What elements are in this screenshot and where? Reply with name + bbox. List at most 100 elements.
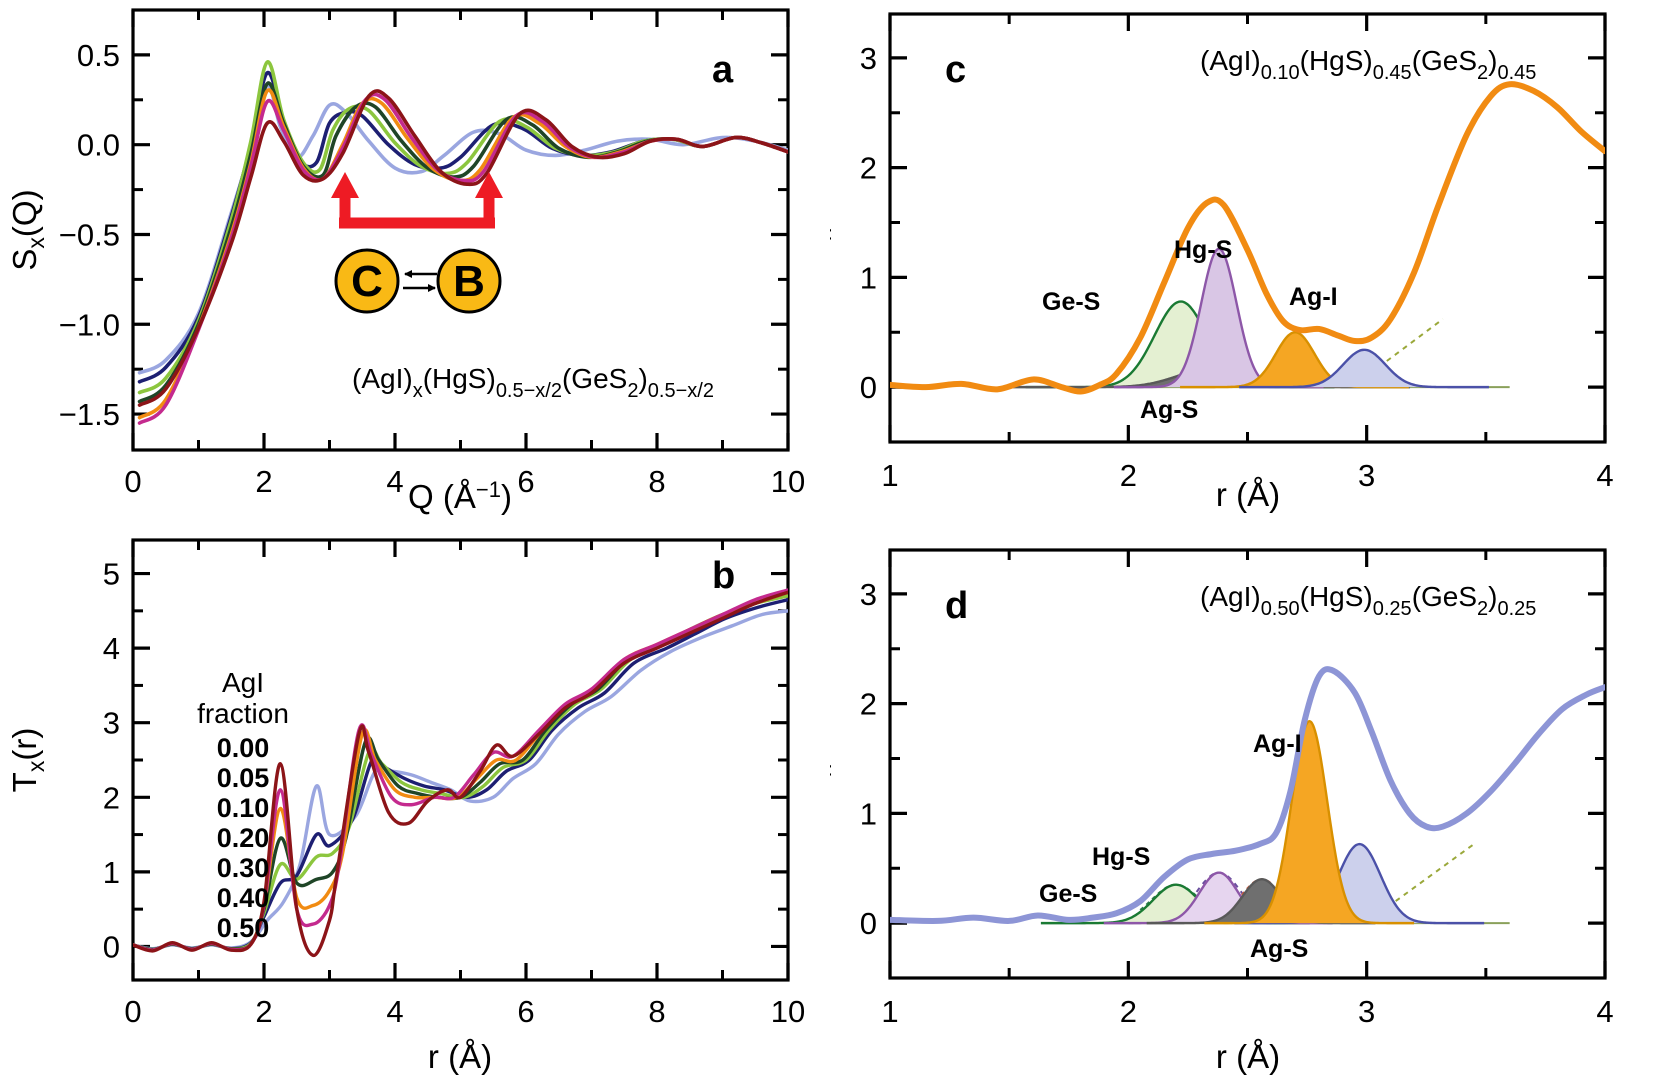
legend-header-line2: fraction [197, 698, 289, 729]
svg-text:(AgI)0.10(HgS)0.45(GeS2)0.45: (AgI)0.10(HgS)0.45(GeS2)0.45 [1200, 45, 1536, 84]
panel-b-ytick: 0 [103, 929, 120, 964]
panel-b-svg: 0 1 2 3 4 5 0 2 4 6 8 10 b AgI fraction 0.000.050.1… [6, 538, 805, 1075]
panel-d-xtick: 2 [1120, 994, 1137, 1029]
formula-d-p3: (GeS [1412, 581, 1477, 612]
panel-a-xtick: 8 [648, 464, 665, 499]
formula-a-s1: x [413, 380, 423, 402]
panel-a-xlabel-close: ) [501, 478, 512, 515]
panel-d-ytick: 2 [860, 687, 877, 722]
panel-a-xlabel-sup: −1 [476, 477, 501, 502]
panel-d-ticks: 0 1 2 3 1 2 3 4 [860, 550, 1614, 1029]
formula-c-p3c: ) [1488, 45, 1497, 76]
panel-b-ytick: 5 [103, 557, 120, 592]
panel-b-ytick: 4 [103, 631, 120, 666]
panel-a-ytick: −1.5 [59, 397, 120, 432]
formula-d-s3b: 2 [1477, 598, 1488, 620]
panel-a-xtick: 6 [517, 464, 534, 499]
svg-text:Tx(r): Tx(r) [830, 732, 836, 797]
panel-a: 0.5 0.0 −0.5 −1.0 −1.5 0 2 4 6 8 10 C B [0, 0, 820, 515]
panel-a-ticks: 0.5 0.0 −0.5 −1.0 −1.50 2 4 6 8 10 [59, 8, 805, 499]
panel-c-ytick: 1 [860, 260, 877, 295]
panel-b-legend: AgI fraction 0.000.050.100.200.300.400.5… [197, 667, 289, 943]
panel-d-xlabel: r (Å) [1216, 1038, 1280, 1075]
panel-a-xtick: 2 [255, 464, 272, 499]
panel-b-letter: b [712, 555, 735, 597]
panel-b: 0 1 2 3 4 5 0 2 4 6 8 10 b AgI fraction 0.00 0.05 0.1… [0, 520, 820, 1089]
panel-d-letter: d [945, 585, 968, 627]
formula-d-s1: 0.50 [1261, 598, 1300, 620]
formula-c-s2: 0.45 [1373, 62, 1412, 84]
panel-c-formula: (AgI)0.10(HgS)0.45(GeS2)0.45 [1200, 45, 1536, 84]
exchange-arrows-icon [403, 270, 437, 292]
panel-b-ylabel: T [6, 772, 43, 792]
panel-b-ylabel-tail: (r) [6, 728, 43, 761]
formula-d-p3c: ) [1488, 581, 1497, 612]
panel-a-series-0-00 [137, 89, 788, 407]
formula-d-p1: (AgI) [1200, 581, 1261, 612]
panel-a-ylabel-sub: x [23, 237, 49, 249]
legend-item-0-30: 0.30 [217, 853, 270, 883]
panel-d-peak-fill-ge-s [1040, 884, 1310, 924]
legend-item-0-05: 0.05 [217, 763, 270, 793]
panel-b-ytick: 1 [103, 855, 120, 890]
panel-a-xlabel-group: Q (Å−1) [408, 477, 512, 515]
formula-a-s3: 0.5−x/2 [648, 380, 714, 402]
legend-item-0-50: 0.50 [217, 913, 270, 943]
panel-d-label-ge-s: Ge-S [1039, 880, 1097, 908]
panel-c-xtick: 3 [1358, 458, 1375, 493]
panel-a-letter: a [712, 49, 734, 91]
panel-c-total-curve [890, 81, 1605, 395]
panel-c-label-ge-s: Ge-S [1042, 288, 1100, 316]
legend-item-0-20: 0.20 [217, 823, 270, 853]
panel-a-xtick: 10 [771, 464, 805, 499]
panel-b-ylabel-group: Tx(r) [6, 728, 49, 793]
formula-d-s3: 0.25 [1498, 598, 1537, 620]
panel-c-peak-fill-i-i [1239, 349, 1489, 388]
svg-text:(AgI)0.50(HgS)0.25(GeS2)0.25: (AgI)0.50(HgS)0.25(GeS2)0.25 [1200, 581, 1536, 620]
panel-b-xlabel: r (Å) [428, 1038, 492, 1075]
panel-d-ytick: 3 [860, 577, 877, 612]
panel-c-label-ag-s: Ag-S [1140, 396, 1198, 424]
panel-b-ytick: 3 [103, 706, 120, 741]
panel-a-ylabel-tail: (Q) [6, 189, 43, 237]
panel-a-xlabel: Q (Å [408, 478, 476, 515]
formula-c-p1: (AgI) [1200, 45, 1261, 76]
legend-item-0-00: 0.00 [217, 733, 270, 763]
formula-c-p3: (GeS [1412, 45, 1477, 76]
formula-d-p2: (HgS) [1300, 581, 1373, 612]
panel-d-peak-fill-ag-i [1204, 721, 1415, 924]
panel-b-xtick: 10 [771, 994, 805, 1029]
c-b-exchange-diagram: C B [334, 248, 502, 314]
panel-a-ytick: −1.0 [59, 307, 120, 342]
panel-d-peak-fill-hg-s [1103, 872, 1333, 924]
panel-d-total-curve [890, 666, 1605, 924]
formula-c-s3: 0.45 [1498, 62, 1537, 84]
formula-a-p1: (AgI) [352, 363, 413, 394]
panel-b-ticks: 0 1 2 3 4 5 0 2 4 6 8 10 [103, 540, 805, 1029]
panel-b-xtick: 0 [124, 994, 141, 1029]
panel-b-xtick: 8 [648, 994, 665, 1029]
panel-a-ytick: 0.5 [77, 38, 120, 73]
formula-a-p3: (GeS [562, 363, 627, 394]
panel-d-xtick: 1 [881, 994, 898, 1029]
formula-c-p2: (HgS) [1300, 45, 1373, 76]
panel-c-label-hg-s: Hg-S [1174, 236, 1232, 264]
panel-c-peak-fill-hg-s [1113, 248, 1324, 388]
svg-text:Sx(Q): Sx(Q) [6, 189, 49, 270]
panel-b-series-0-00 [133, 590, 788, 958]
panel-c-ytick: 0 [860, 370, 877, 405]
panel-c-label-ag-i: Ag-I [1289, 283, 1338, 311]
panel-a-series-0-20 [137, 81, 788, 404]
panel-d-ylabel-sub: x [830, 764, 836, 776]
formula-a-p3c: ) [638, 363, 647, 394]
panel-c-xtick: 2 [1120, 458, 1137, 493]
panel-a-ytick: −0.5 [59, 217, 120, 252]
exchange-right-label: B [453, 257, 485, 306]
panel-a-ylabel-group: Sx(Q) [6, 189, 49, 270]
panel-a-curves [137, 60, 788, 425]
panel-c-ytick: 3 [860, 41, 877, 76]
panel-b-xtick: 4 [386, 994, 403, 1029]
